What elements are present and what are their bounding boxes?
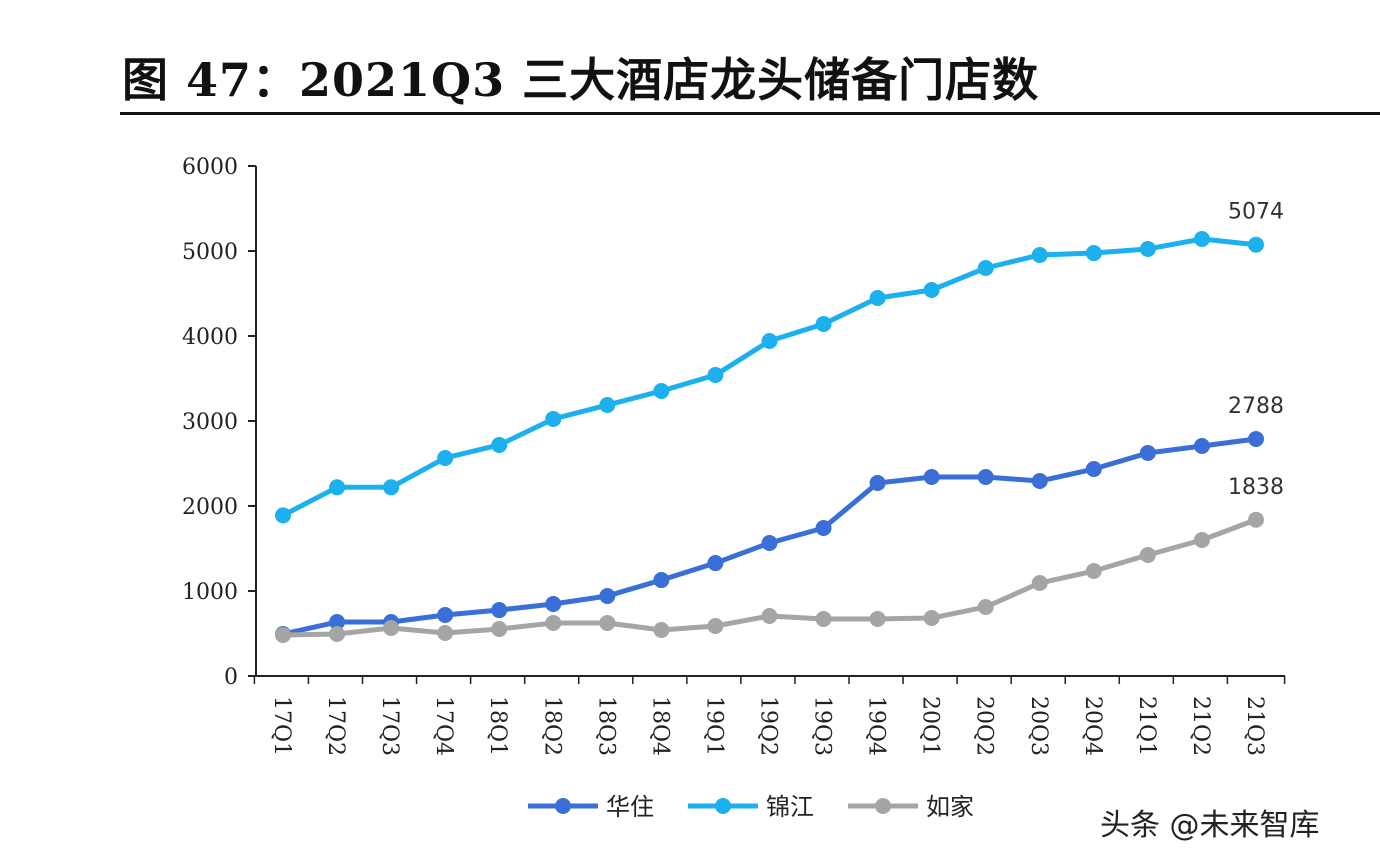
legend-label: 如家 — [926, 793, 974, 821]
series-line-锦江 — [281, 236, 1257, 518]
x-tick-label: 20Q3 — [1026, 696, 1051, 756]
x-tick-label: 18Q2 — [539, 696, 564, 756]
data-point — [1193, 231, 1210, 248]
data-point — [1139, 546, 1156, 563]
data-point — [707, 367, 724, 384]
x-tick-label: 20Q1 — [918, 696, 943, 756]
data-point — [1248, 511, 1264, 528]
data-point — [815, 520, 832, 537]
y-tick-label: 2000 — [182, 495, 238, 520]
y-tick-label: 0 — [224, 665, 238, 690]
data-point — [437, 624, 454, 641]
legend-swatch-marker — [555, 798, 571, 814]
data-point — [275, 627, 291, 644]
y-tick-label: 3000 — [182, 410, 238, 435]
data-point — [707, 618, 724, 635]
data-point — [1031, 473, 1048, 490]
x-tick-label: 20Q4 — [1080, 696, 1105, 756]
legend-swatch-marker — [715, 798, 731, 814]
data-point — [1031, 246, 1048, 263]
data-point — [599, 588, 616, 605]
data-point — [977, 469, 994, 486]
data-point — [653, 572, 670, 589]
y-tick-label: 5000 — [182, 240, 238, 265]
data-point — [599, 397, 616, 414]
x-tick-label: 19Q2 — [756, 696, 781, 756]
legend-label: 锦江 — [766, 793, 814, 821]
data-point — [815, 610, 832, 627]
data-point — [869, 610, 886, 627]
data-point — [869, 290, 886, 307]
data-point — [383, 619, 400, 636]
data-label: 2788 — [1228, 394, 1284, 419]
x-tick-label: 18Q3 — [593, 696, 618, 756]
data-point — [1085, 245, 1102, 262]
data-point — [545, 410, 562, 427]
data-point — [329, 626, 346, 643]
data-point — [329, 479, 346, 496]
data-point — [383, 479, 400, 496]
data-point — [923, 469, 940, 486]
data-point — [1193, 437, 1210, 454]
data-point — [1031, 575, 1048, 592]
data-point — [1085, 563, 1102, 580]
data-point — [923, 282, 940, 299]
x-tick-label: 17Q1 — [269, 696, 294, 756]
data-point — [437, 449, 454, 466]
data-point — [1193, 532, 1210, 548]
data-point — [761, 534, 778, 551]
x-tick-label: 19Q1 — [701, 696, 726, 756]
data-point — [977, 598, 994, 615]
x-tick-label: 21Q2 — [1188, 696, 1213, 756]
data-point — [491, 620, 508, 637]
x-tick-label: 19Q4 — [864, 696, 889, 756]
x-tick-label: 17Q2 — [323, 696, 348, 756]
data-point — [545, 596, 562, 613]
x-tick-label: 18Q4 — [647, 696, 672, 756]
data-point — [437, 606, 454, 623]
x-tick-label: 17Q3 — [377, 696, 402, 756]
data-point — [275, 507, 291, 524]
y-tick-label: 1000 — [182, 580, 238, 605]
data-point — [329, 614, 346, 631]
x-tick-label: 18Q1 — [485, 696, 510, 756]
data-point — [761, 333, 778, 350]
data-label: 5074 — [1228, 200, 1284, 225]
watermark: 头条 @未来智库 — [1100, 808, 1320, 843]
data-point — [1248, 431, 1264, 448]
data-point — [977, 260, 994, 276]
data-label: 1838 — [1228, 475, 1284, 500]
x-tick-label: 21Q1 — [1134, 696, 1159, 756]
data-point — [1139, 444, 1156, 461]
x-tick-label: 19Q3 — [810, 696, 835, 756]
x-tick-label: 21Q3 — [1242, 696, 1267, 756]
x-tick-label: 20Q2 — [972, 696, 997, 756]
data-point — [599, 614, 616, 631]
data-point — [545, 614, 562, 631]
x-tick-label: 17Q4 — [431, 696, 456, 756]
data-point — [653, 382, 670, 399]
title-underline — [120, 112, 1380, 115]
data-point — [1139, 240, 1156, 257]
y-tick-label: 4000 — [182, 325, 238, 350]
data-point — [491, 602, 508, 619]
y-tick-label: 6000 — [182, 155, 238, 180]
data-point — [1085, 461, 1102, 478]
data-point — [1248, 236, 1264, 253]
data-point — [491, 436, 508, 453]
data-point — [815, 316, 832, 333]
data-point — [653, 622, 670, 639]
data-point — [869, 474, 886, 491]
figure-title: 图 47：2021Q3 三大酒店龙头储备门店数 — [122, 53, 1040, 107]
legend-swatch-marker — [875, 798, 891, 814]
data-point — [761, 607, 778, 624]
legend-label: 华住 — [606, 793, 654, 821]
data-point — [923, 610, 940, 627]
data-point — [707, 555, 724, 572]
